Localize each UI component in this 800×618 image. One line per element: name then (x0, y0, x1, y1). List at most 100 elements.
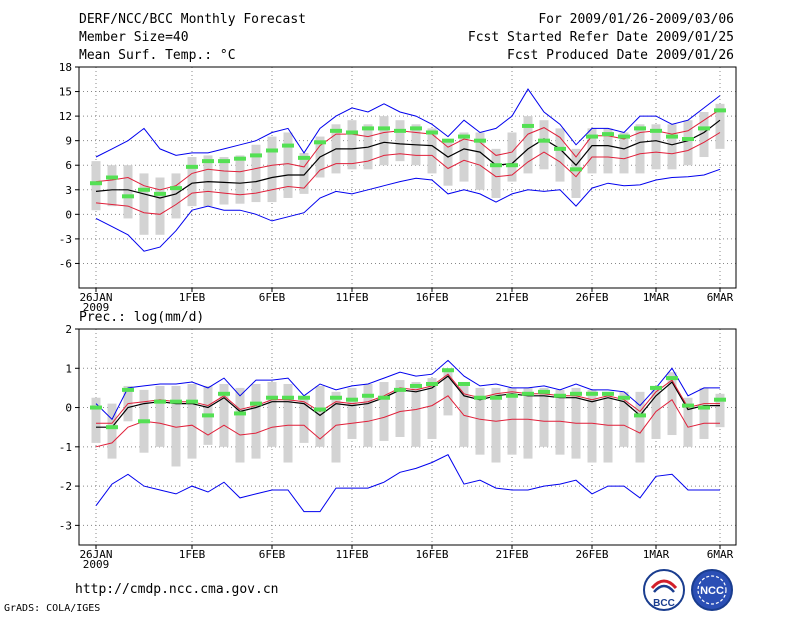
spread-box (539, 387, 549, 447)
spread-box (283, 383, 293, 463)
spread-box (715, 393, 725, 428)
observed-marker (410, 126, 422, 131)
observed-marker (234, 156, 246, 161)
spread-box (267, 382, 277, 447)
observed-marker (106, 175, 118, 180)
series-line-lower (95, 132, 721, 215)
spread-box (171, 385, 181, 467)
observed-marker (410, 383, 422, 388)
observed-marker (634, 413, 646, 418)
ytick-label: 2 (65, 323, 72, 336)
observed-marker (586, 391, 598, 396)
spread-box (251, 144, 261, 203)
spread-box (667, 372, 677, 436)
precipitation-panel: -3 -2 -1 0 1 2 26JAN 1FEB 6FEB 11FEB 16FEB 21FEB 26F… (59, 323, 737, 571)
xtick-label: 1MAR (643, 291, 670, 304)
observed-marker (394, 128, 406, 133)
spread-box (427, 128, 437, 174)
observed-marker (378, 395, 390, 400)
observed-marker (682, 403, 694, 408)
spread-box (171, 173, 181, 219)
svg-text:BCC: BCC (653, 598, 675, 609)
observed-marker (714, 108, 726, 113)
xtick-year: 2009 (83, 301, 110, 314)
spread-box (347, 387, 357, 439)
spread-box (187, 383, 197, 459)
spread-box (571, 148, 581, 198)
spread-box (475, 387, 485, 455)
spread-box (379, 382, 389, 441)
observed-marker (186, 164, 198, 169)
observed-marker (698, 126, 710, 131)
spread-box (491, 387, 501, 463)
observed-marker (634, 126, 646, 131)
spread-box (699, 112, 709, 158)
spread-box (91, 397, 101, 443)
spread-box (443, 368, 453, 416)
observed-marker (442, 368, 454, 373)
spread-box (459, 132, 469, 182)
observed-marker (90, 181, 102, 186)
series-line-max_upper (95, 359, 720, 421)
spread-box (379, 116, 389, 166)
xtick-label: 1MAR (643, 548, 670, 561)
observed-marker (330, 395, 342, 400)
observed-marker (186, 399, 198, 404)
fcst-produced-date: Fcst Produced Date 2009/01/26 (507, 48, 734, 63)
observed-marker (474, 395, 486, 400)
temperature-panel: -6 -3 0 3 6 9 12 15 18 26JAN 1FEB 6FEB 11FEB 16FEB 21F… (59, 61, 737, 314)
observed-marker (170, 186, 182, 191)
observed-marker (314, 140, 326, 145)
grads-credit: GrADS: COLA/IGES (4, 603, 101, 614)
source-url[interactable]: http://cmdp.ncc.cma.gov.cn (75, 582, 279, 597)
spread-box (395, 120, 405, 162)
member-size: Member Size=40 (79, 30, 189, 45)
spread-box (219, 383, 229, 447)
ytick-label: -3 (59, 519, 72, 532)
spread-box (683, 120, 693, 166)
observed-marker (618, 134, 630, 139)
observed-marker (618, 395, 630, 400)
xtick-label: 16FEB (415, 291, 448, 304)
plot-frame (78, 66, 737, 289)
plot-frame (78, 328, 737, 546)
temp-panel-title: Mean Surf. Temp.: °C (79, 48, 236, 63)
xtick-label: 11FEB (335, 548, 368, 561)
ytick-label: 9 (65, 135, 72, 148)
observed-marker (586, 134, 598, 139)
observed-marker (122, 387, 134, 392)
ytick-label: 15 (59, 86, 72, 99)
observed-marker (122, 194, 134, 199)
observed-marker (330, 128, 342, 133)
observed-marker (218, 391, 230, 396)
xtick-label: 26JAN (79, 548, 112, 561)
spread-box (107, 403, 117, 459)
spread-box (523, 387, 533, 459)
fcst-started-date: Fcst Started Refer Date 2009/01/25 (467, 30, 734, 45)
spread-box (123, 165, 133, 219)
ytick-label: -3 (59, 233, 72, 246)
ytick-label: -2 (59, 480, 72, 493)
spread-box (587, 389, 597, 463)
spread-box (619, 391, 629, 447)
prec-panel-title: Prec.: log(mm/d) (79, 310, 205, 325)
spread-box (619, 132, 629, 174)
series-line-mean (95, 119, 721, 199)
observed-marker (570, 391, 582, 396)
spread-box (347, 120, 357, 170)
spread-box (507, 132, 517, 182)
spread-box (459, 382, 469, 447)
xtick-label: 21FEB (495, 291, 528, 304)
spread-box (235, 387, 245, 463)
spread-box (475, 132, 485, 190)
xtick-year: 2009 (83, 558, 110, 571)
observed-marker (346, 130, 358, 135)
spread-box (91, 161, 101, 211)
observed-marker (314, 407, 326, 412)
observed-marker (666, 134, 678, 139)
observed-marker (602, 391, 614, 396)
observed-marker (682, 137, 694, 142)
spread-box (715, 103, 725, 149)
observed-marker (698, 405, 710, 410)
spread-box (187, 157, 197, 207)
